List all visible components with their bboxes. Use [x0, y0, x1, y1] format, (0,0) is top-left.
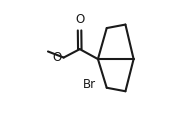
Text: Br: Br [83, 78, 96, 91]
Text: O: O [52, 51, 61, 64]
Text: O: O [75, 13, 84, 26]
